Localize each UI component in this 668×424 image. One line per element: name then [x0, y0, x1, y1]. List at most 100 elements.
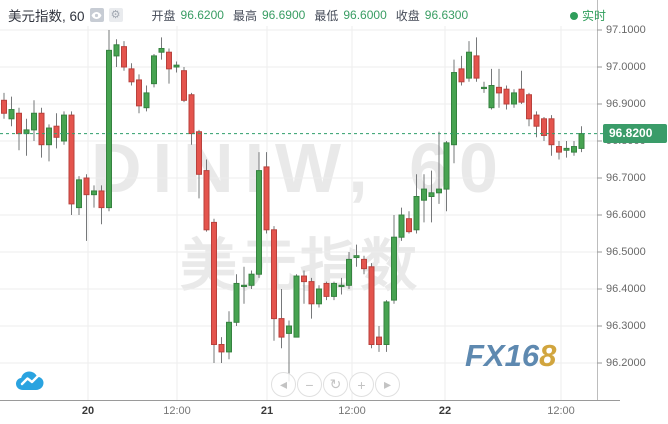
- candle-body: [451, 72, 457, 146]
- candle-body: [406, 218, 412, 233]
- candle-body: [158, 48, 165, 53]
- candle-body: [91, 190, 97, 196]
- candle-body: [323, 282, 330, 297]
- candle-body: [98, 190, 105, 209]
- candle-body: [458, 68, 465, 83]
- ohlc-label: 开盘: [151, 8, 176, 23]
- candle-body: [16, 112, 22, 135]
- candle-body: [428, 192, 435, 198]
- candle-body: [8, 109, 15, 120]
- candle-body: [136, 79, 142, 107]
- candle-body: [563, 147, 570, 151]
- candle-body: [151, 55, 157, 85]
- candle-body: [308, 281, 315, 305]
- zoom-in-button[interactable]: +: [349, 372, 374, 397]
- eye-icon[interactable]: [89, 8, 104, 22]
- candle-body: [511, 92, 517, 105]
- fx168-logo-accent: 8: [539, 338, 557, 373]
- candle-body: [46, 127, 52, 146]
- price-axis-label: 96.9000: [606, 98, 646, 110]
- ohlc-value: 96.6900: [261, 8, 306, 22]
- candle-body: [376, 336, 382, 346]
- candle-body: [256, 170, 262, 275]
- candle-body: [541, 118, 547, 136]
- candle-body: [316, 288, 322, 305]
- candle-body: [526, 94, 532, 120]
- chart-header: 美元指数, 60 ⚙ 开盘 96.6200 最高 96.6900 最低 96.6000 收盘…: [8, 5, 468, 25]
- candle-body: [413, 196, 420, 231]
- reset-view-button[interactable]: ↻: [323, 372, 348, 397]
- candle-body: [263, 166, 270, 231]
- candle-body: [496, 86, 502, 94]
- candle-body: [346, 258, 352, 286]
- candle-body: [383, 301, 390, 346]
- time-axis-label: 12:00: [163, 405, 191, 417]
- candle-body: [211, 221, 217, 345]
- candle-body: [398, 214, 405, 238]
- chart-nav-controls: ◂ − ↻ + ▸: [271, 372, 400, 397]
- candle-body: [188, 94, 195, 135]
- candle-body: [61, 114, 67, 142]
- price-axis-label: 96.7000: [606, 172, 646, 184]
- candle-body: [301, 275, 307, 283]
- candle-body: [218, 344, 225, 353]
- ohlc-value: 96.6000: [343, 8, 387, 22]
- ohlc-value: 96.6300: [424, 8, 469, 22]
- time-axis-label: 12:00: [547, 405, 575, 417]
- time-axis-label: 21: [260, 405, 274, 417]
- candle-body: [106, 49, 112, 209]
- candle-body: [248, 273, 255, 286]
- candle-body: [286, 325, 292, 334]
- candle-body: [23, 129, 30, 135]
- candle-body: [488, 85, 495, 109]
- candle-body: [173, 64, 180, 68]
- price-axis-label: 96.5000: [606, 246, 646, 258]
- ohlc-label: 最低: [314, 8, 339, 23]
- candle-body: [466, 51, 472, 79]
- candle-body: [533, 114, 540, 127]
- candle-body: [481, 86, 487, 90]
- candle-body: [68, 114, 75, 205]
- candle-body: [113, 44, 120, 57]
- candle-body: [443, 142, 450, 190]
- candle-body: [31, 112, 37, 131]
- candle-body: [278, 318, 285, 338]
- price-axis-label: 96.2000: [606, 357, 646, 369]
- cloud-chart-logo[interactable]: [14, 367, 50, 400]
- time-axis-label: 12:00: [338, 405, 366, 417]
- candle-body: [391, 236, 397, 301]
- gear-icon[interactable]: ⚙: [108, 8, 123, 22]
- candle-body: [203, 170, 210, 231]
- candle-body: [578, 133, 585, 149]
- candle-body: [368, 266, 375, 345]
- price-axis-label: 97.0000: [606, 61, 646, 73]
- candle-body: [353, 255, 360, 259]
- pan-right-button[interactable]: ▸: [375, 372, 400, 397]
- candle-body: [128, 68, 135, 83]
- candle-body: [331, 282, 337, 297]
- candle-body: [121, 46, 127, 68]
- price-axis-label: 97.1000: [606, 24, 646, 36]
- candle-body: [76, 179, 82, 209]
- pan-left-button[interactable]: ◂: [271, 372, 296, 397]
- symbol-title[interactable]: 美元指数, 60: [8, 9, 85, 24]
- realtime-dot-icon: [569, 11, 578, 20]
- candle-body: [83, 177, 90, 196]
- zoom-out-button[interactable]: −: [297, 372, 322, 397]
- current-price-badge: 96.8200: [603, 124, 667, 144]
- candle-body: [436, 188, 442, 194]
- candle-body: [361, 258, 367, 270]
- candle-body: [338, 284, 345, 287]
- ohlc-value: 96.6200: [180, 8, 224, 22]
- candle-body: [143, 92, 150, 109]
- candle-body: [571, 146, 577, 153]
- candle-body: [473, 55, 480, 79]
- candle-body: [1, 99, 7, 114]
- time-axis-label: 22: [438, 405, 452, 417]
- candle-body: [518, 88, 525, 103]
- fx168-logo-main: FX16: [465, 338, 540, 373]
- candle-body: [293, 275, 300, 338]
- candle-body: [181, 70, 187, 101]
